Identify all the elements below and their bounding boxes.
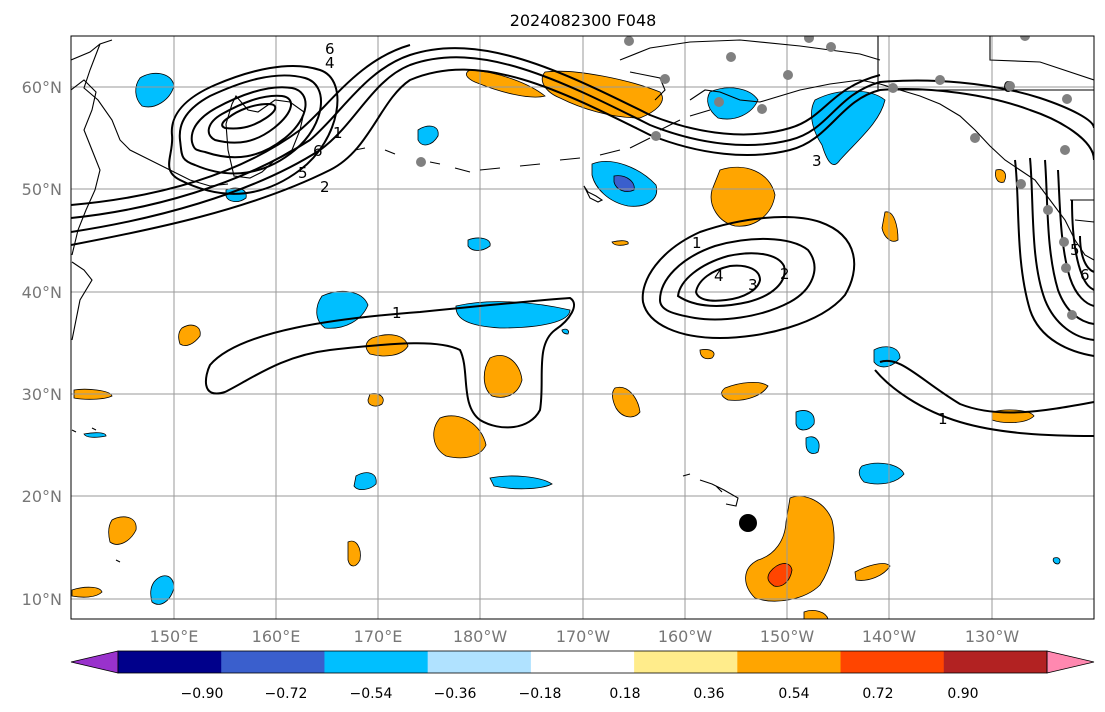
- colorbar-tick-label: −0.90: [181, 686, 224, 702]
- lon-label: 150°E: [150, 627, 199, 646]
- colorbar-segment: [634, 651, 738, 673]
- colorbar-segment: [530, 651, 635, 673]
- colorbar-tick-label: −0.36: [434, 686, 477, 702]
- longitude-labels: 150°E 160°E 170°E 180°W 170°W 160°W 150°…: [150, 627, 1020, 646]
- colorbar-border: [117, 650, 1048, 674]
- lon-label: 160°E: [252, 627, 301, 646]
- colorbar-tick-label: 0.36: [693, 686, 724, 702]
- lat-label: 50°N: [22, 180, 62, 199]
- contour-label: 4: [714, 267, 724, 285]
- contour-label: 6: [325, 40, 335, 58]
- station-dots: [416, 36, 1077, 320]
- contour-label: 2: [320, 178, 330, 196]
- colorbar-tick-label: 0.90: [947, 686, 978, 702]
- map-area: 6 4 5 6 1 2 3 1 1 4 3 2 1 6 5 6: [71, 36, 1094, 619]
- colorbar-tick-label: −0.18: [519, 686, 562, 702]
- lat-label: 20°N: [22, 487, 62, 506]
- colorbar-segment: [118, 651, 222, 673]
- contour-label: 1: [333, 124, 343, 142]
- height-contours: [71, 44, 1094, 437]
- contour-label: 3: [812, 152, 822, 170]
- colorbar-tick-label: 0.18: [609, 686, 640, 702]
- lon-label: 170°W: [556, 627, 611, 646]
- contour-label: 1: [938, 410, 948, 428]
- lon-label: 170°E: [354, 627, 403, 646]
- lon-label: 180°W: [453, 627, 508, 646]
- contour-label: 5: [1070, 241, 1080, 259]
- contour-label: 2: [780, 265, 790, 283]
- coastlines: [71, 36, 1094, 563]
- lat-label: 30°N: [22, 385, 62, 404]
- contour-label: 5: [298, 164, 308, 182]
- contour-label: 1: [692, 234, 702, 252]
- colorbar-tick-labels: −0.90 −0.72 −0.54 −0.36 −0.18 0.18 0.36 …: [181, 686, 979, 702]
- chart-title: 2024082300 F048: [510, 11, 657, 30]
- contour-label: 6: [1080, 266, 1090, 284]
- lon-label: 150°W: [760, 627, 815, 646]
- contour-label: 4: [325, 54, 335, 72]
- colorbar: [70, 650, 1095, 674]
- contour-label: 6: [313, 142, 323, 160]
- contour-label: 3: [748, 276, 758, 294]
- lat-label: 10°N: [22, 590, 62, 609]
- colorbar-extend-low: [70, 650, 119, 674]
- colorbar-tick-label: 0.72: [862, 686, 893, 702]
- lat-label: 40°N: [22, 283, 62, 302]
- colorbar-segment: [221, 651, 325, 673]
- colorbar-tick-label: 0.54: [778, 686, 809, 702]
- lat-label: 60°N: [22, 78, 62, 97]
- latitude-labels: 60°N 50°N 40°N 30°N 20°N 10°N: [22, 78, 62, 609]
- lon-label: 140°W: [862, 627, 917, 646]
- colorbar-extend-high: [1046, 650, 1095, 674]
- contour-label: 1: [392, 304, 402, 322]
- colorbar-segment: [324, 651, 429, 673]
- lon-label: 130°W: [965, 627, 1020, 646]
- colorbar-segment: [840, 651, 945, 673]
- gridlines: [71, 36, 1094, 619]
- colorbar-segment: [737, 651, 842, 673]
- colorbar-segment: [943, 651, 1048, 673]
- colorbar-segment: [427, 651, 532, 673]
- lon-label: 160°W: [658, 627, 713, 646]
- location-marker-icon: [739, 514, 757, 532]
- map-frame: [70, 35, 1095, 620]
- colorbar-tick-label: −0.54: [350, 686, 393, 702]
- negative-anomaly-patches: [83, 72, 1061, 605]
- colorbar-tick-label: −0.72: [265, 686, 308, 702]
